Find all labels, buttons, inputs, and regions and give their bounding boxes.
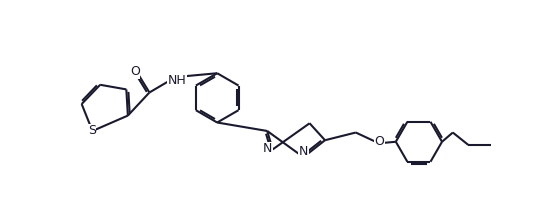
Text: N: N (262, 142, 272, 155)
Text: N: N (299, 145, 308, 158)
Text: NH: NH (168, 74, 186, 87)
Text: O: O (130, 65, 140, 78)
Text: S: S (88, 124, 96, 137)
Text: O: O (375, 135, 385, 148)
